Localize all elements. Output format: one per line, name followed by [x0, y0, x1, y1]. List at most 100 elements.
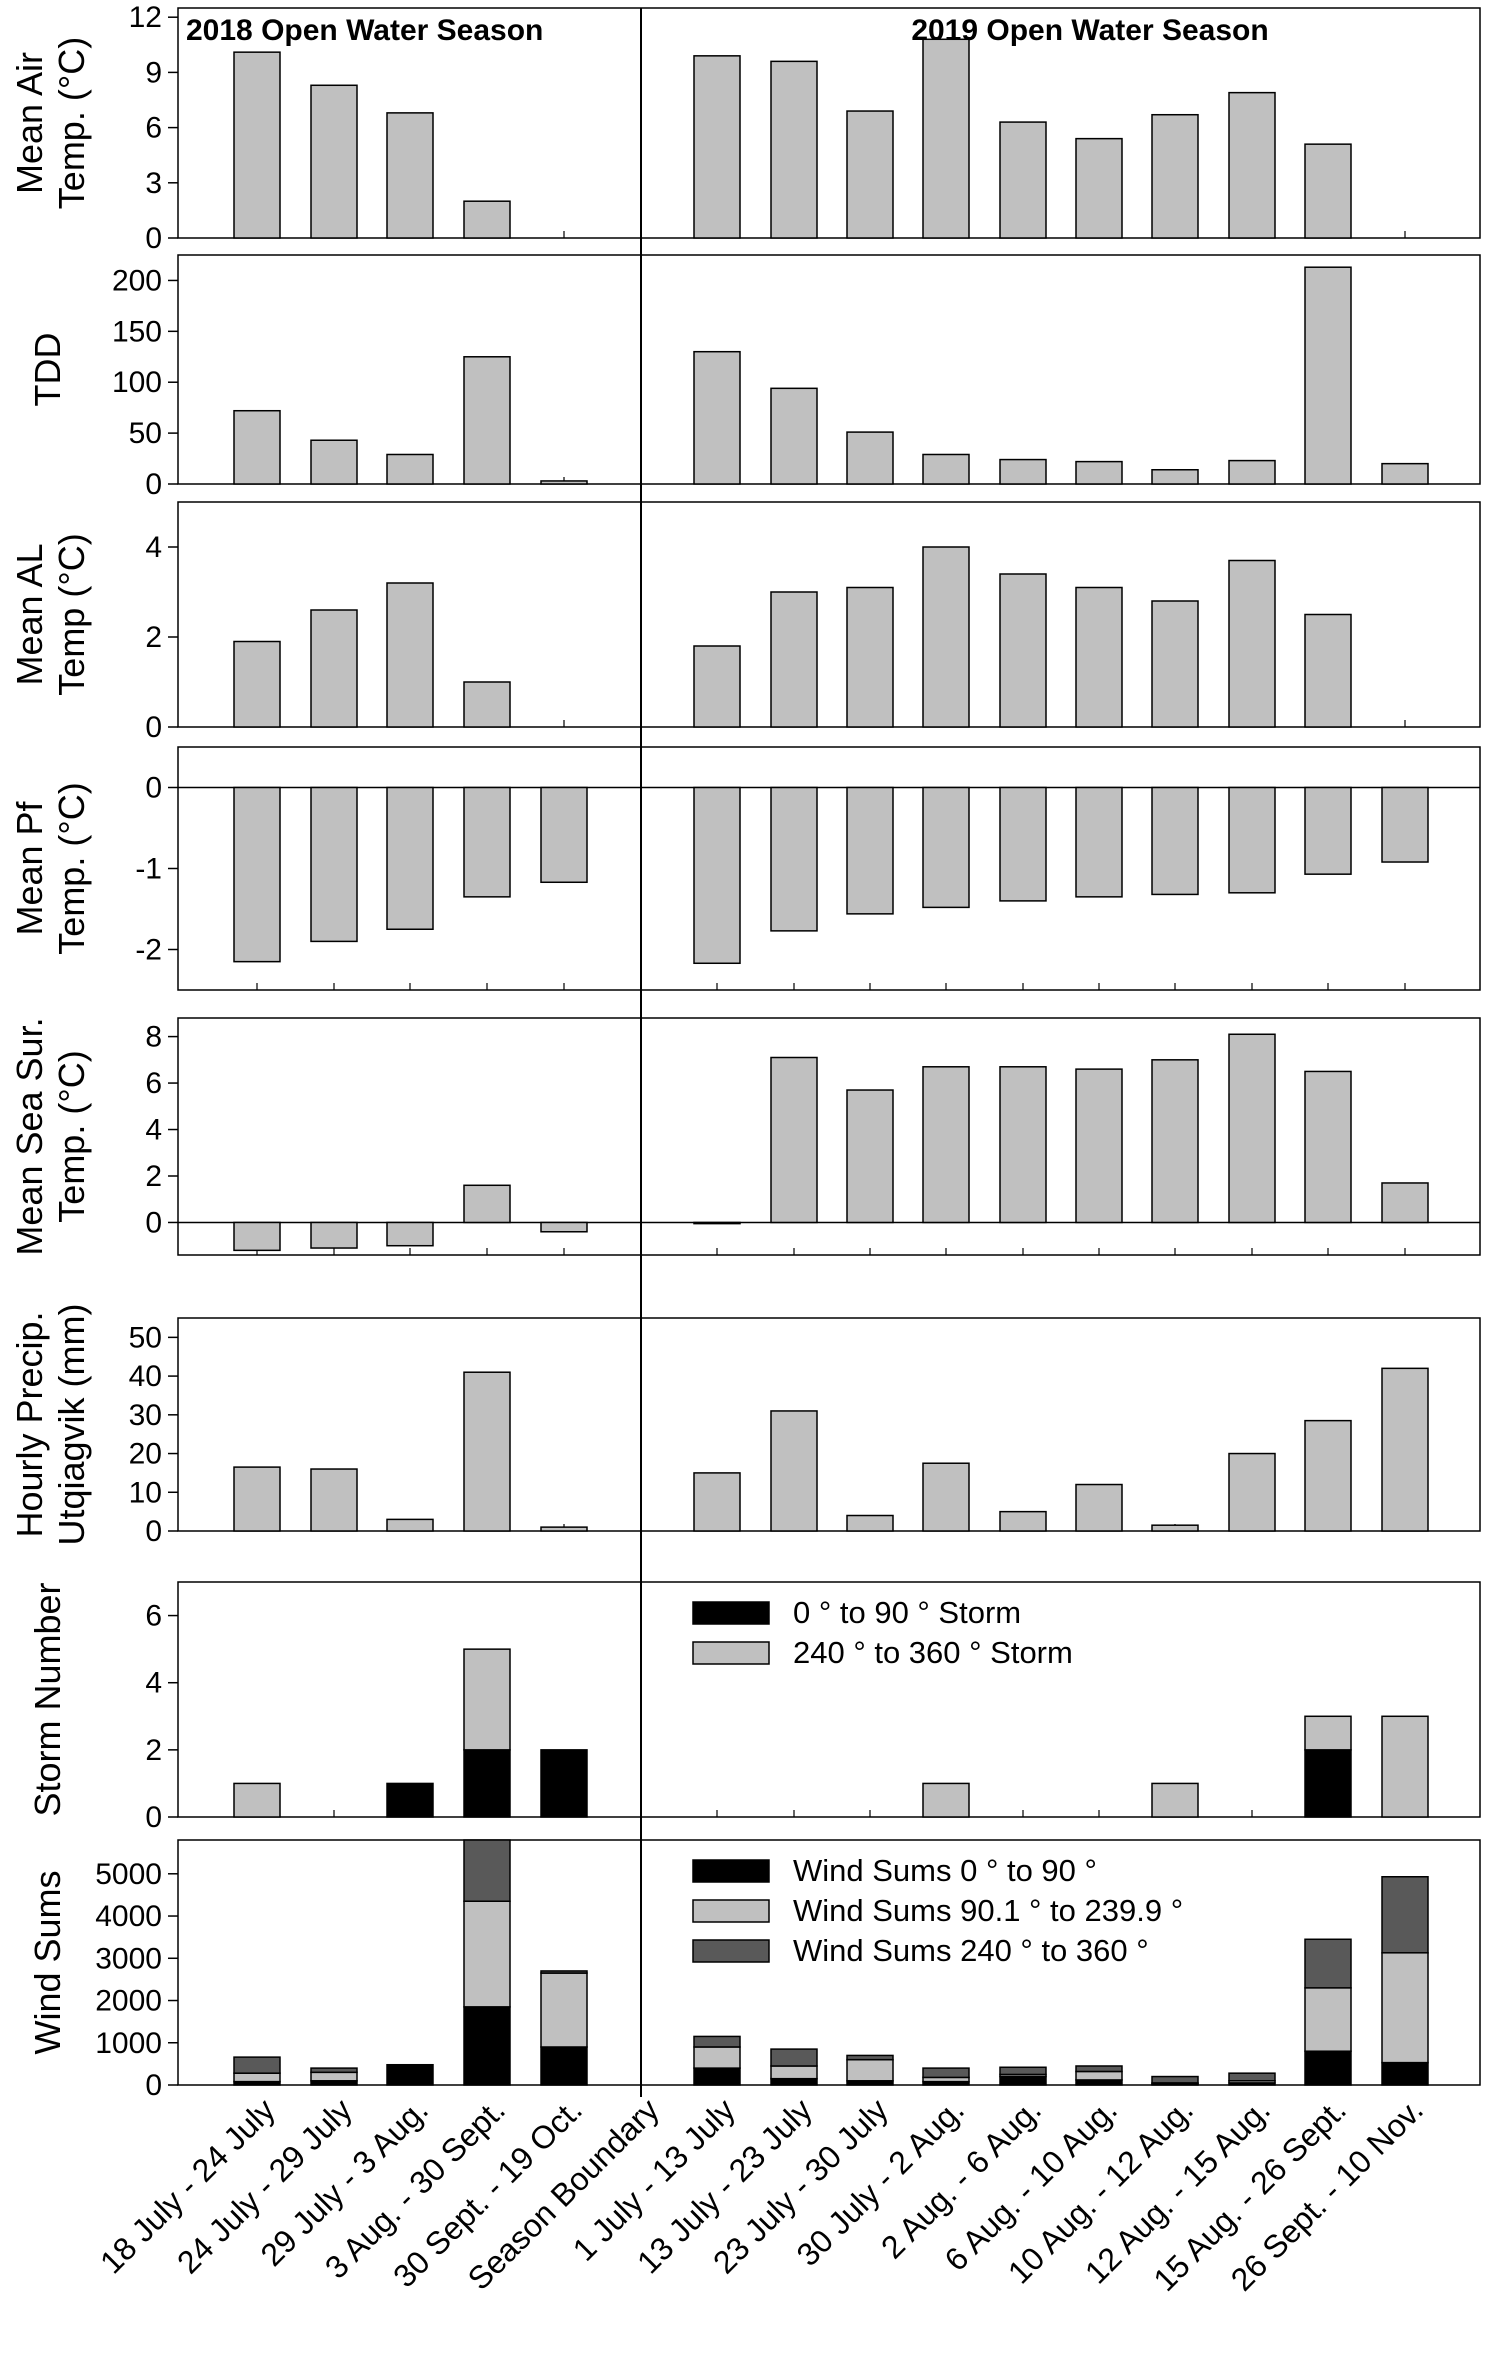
- bar-air-7: [770, 60, 818, 239]
- bar-wind-s2-9: [922, 2067, 970, 2079]
- y-tick-label-storm: 0: [145, 1801, 162, 1834]
- y-tick-label-precip: 0: [145, 1515, 162, 1548]
- bar-precip-15: [1381, 1367, 1429, 1532]
- bar-tdd-10: [999, 458, 1047, 485]
- y-tick-label-storm: 2: [145, 1734, 162, 1767]
- bar-pf-14: [1304, 786, 1352, 875]
- bar-sst-0: [233, 1221, 281, 1252]
- bar-air-13: [1228, 91, 1276, 239]
- bar-storm-s1-12: [1151, 1782, 1199, 1818]
- bar-pf-2: [386, 786, 434, 930]
- bar-tdd-1: [310, 439, 358, 485]
- bar-storm-s1-15: [1381, 1715, 1429, 1818]
- bar-air-14: [1304, 143, 1352, 239]
- bar-sst-7: [770, 1056, 818, 1224]
- y-axis-label-wind: Wind Sums: [27, 1870, 68, 2054]
- bar-precip-8: [846, 1514, 894, 1532]
- bar-al-1: [310, 609, 358, 728]
- y-axis-label-precip: Hourly Precip.: [9, 1311, 50, 1537]
- legend-label-wind-1: Wind Sums 90.1 ° to 239.9 °: [793, 1893, 1183, 1928]
- y-tick-label-sst: 8: [145, 1021, 162, 1054]
- bar-sst-1: [310, 1221, 358, 1249]
- panel-air: 0 3 6 9 12 Mean Air Temp. (°C): [9, 1, 1481, 255]
- panel-al: 0 2 4 Mean AL Temp (°C): [9, 501, 1481, 744]
- panel-sst: 0 2 4 6 8 Mean Sea Sur. Temp. (°C): [9, 1017, 1481, 1256]
- bar-pf-13: [1228, 786, 1276, 894]
- y-tick-label-pf: -2: [135, 934, 162, 967]
- bar-pf-12: [1151, 786, 1199, 896]
- legend-swatch-wind-0: [692, 1859, 770, 1883]
- bar-precip-1: [310, 1468, 358, 1532]
- bar-wind-s0-3: [463, 2006, 511, 2086]
- bar-wind-s0-14: [1304, 2050, 1352, 2086]
- y-tick-label-precip: 50: [129, 1321, 162, 1354]
- panel-frame-precip: [177, 1317, 1481, 1532]
- bar-al-14: [1304, 613, 1352, 728]
- y-tick-label-wind: 2000: [95, 1985, 162, 2018]
- bar-air-9: [922, 38, 970, 239]
- y-axis-label-storm: Storm Number: [27, 1582, 68, 1816]
- panel-frame-sst: [177, 1017, 1481, 1256]
- bar-precip-9: [922, 1462, 970, 1532]
- y-tick-label-tdd: 50: [129, 417, 162, 450]
- panel-frame-pf: [177, 746, 1481, 991]
- bar-wind-s1-1: [310, 2071, 358, 2082]
- bar-al-2: [386, 582, 434, 728]
- bar-wind-s0-6: [693, 2067, 741, 2086]
- bar-air-0: [233, 51, 281, 239]
- bar-precip-12: [1151, 1524, 1199, 1532]
- y-tick-label-precip: 30: [129, 1399, 162, 1432]
- y-axis-label-al: Mean AL: [9, 543, 50, 685]
- bar-tdd-8: [846, 431, 894, 485]
- y-tick-label-tdd: 0: [145, 468, 162, 501]
- bar-pf-9: [922, 786, 970, 909]
- y-tick-label-wind: 3000: [95, 1942, 162, 1975]
- panel-frame-wind: [177, 1839, 1481, 2086]
- panel-frame-al: [177, 501, 1481, 728]
- panel-storm: 0 2 4 6 Storm Number 0 ° to 90 ° Storm 240 ° t…: [27, 1581, 1481, 1834]
- bar-pf-4: [540, 786, 588, 884]
- y-tick-label-air: 3: [145, 167, 162, 200]
- bar-wind-s2-1: [310, 2067, 358, 2074]
- bar-pf-7: [770, 786, 818, 932]
- bar-wind-s2-0: [233, 2056, 281, 2074]
- bar-wind-s1-14: [1304, 1987, 1352, 2052]
- bar-wind-s1-11: [1075, 2070, 1123, 2081]
- y-tick-label-tdd: 100: [112, 366, 162, 399]
- bar-tdd-14: [1304, 266, 1352, 485]
- bar-wind-s2-7: [770, 2048, 818, 2067]
- bar-wind-s2-11: [1075, 2065, 1123, 2073]
- bar-al-9: [922, 546, 970, 728]
- bar-storm-s1-9: [922, 1782, 970, 1818]
- bar-precip-14: [1304, 1419, 1352, 1532]
- bar-al-10: [999, 573, 1047, 728]
- legend-label-storm-1: 240 ° to 360 ° Storm: [793, 1635, 1073, 1670]
- bar-wind-s2-15: [1381, 1876, 1429, 1954]
- bar-precip-10: [999, 1510, 1047, 1532]
- bar-wind-s1-3: [463, 1900, 511, 2008]
- panel-frame-storm: [177, 1581, 1481, 1818]
- bar-pf-15: [1381, 786, 1429, 863]
- y-tick-label-precip: 40: [129, 1360, 162, 1393]
- bar-al-0: [233, 640, 281, 728]
- y-tick-label-tdd: 200: [112, 264, 162, 297]
- bar-al-12: [1151, 600, 1199, 728]
- y-axis-label-sst: Mean Sea Sur.: [9, 1017, 50, 1255]
- bar-sst-8: [846, 1089, 894, 1224]
- bar-precip-4: [540, 1526, 588, 1532]
- bar-precip-3: [463, 1371, 511, 1532]
- bar-sst-15: [1381, 1182, 1429, 1224]
- bar-air-3: [463, 200, 511, 239]
- bar-tdd-2: [386, 453, 434, 485]
- panel-wind: 0 1000 2000 3000 4000 5000 Wind Sums Wind Sums …: [27, 1839, 1481, 2102]
- bar-tdd-15: [1381, 462, 1429, 485]
- bar-wind-s1-4: [540, 1972, 588, 2048]
- y-tick-label-air: 6: [145, 112, 162, 145]
- bar-tdd-6: [693, 350, 741, 485]
- legend-swatch-storm-0: [692, 1601, 770, 1625]
- bar-wind-s2-4: [540, 1970, 588, 1974]
- y-axis-label-sst: Temp. (°C): [51, 1050, 92, 1222]
- legend-swatch-wind-2: [692, 1939, 770, 1963]
- y-axis-label-air: Temp. (°C): [51, 37, 92, 209]
- bar-tdd-0: [233, 409, 281, 485]
